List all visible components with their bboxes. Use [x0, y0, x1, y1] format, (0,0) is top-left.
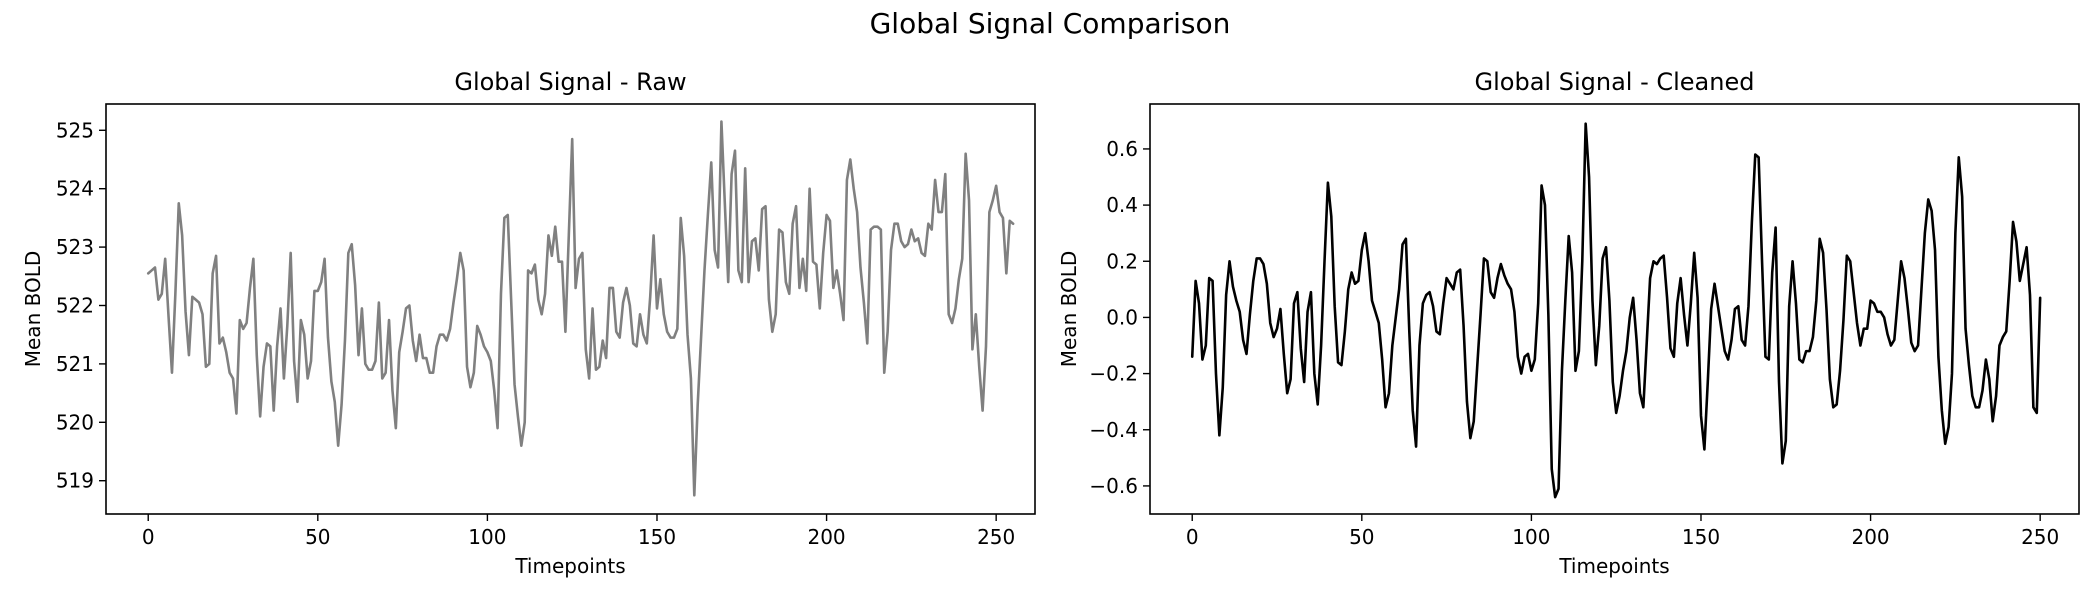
y-tick-label: 0.6 [1106, 137, 1138, 161]
x-tick-label: 0 [142, 525, 155, 549]
x-tick-label: 150 [638, 525, 676, 549]
series-layer [1190, 122, 2042, 499]
chart-cleaned: Global Signal - Cleaned Timepoints Mean … [1057, 68, 2080, 578]
x-tick-label: 100 [468, 525, 506, 549]
y-tick-label: 0.4 [1106, 193, 1138, 217]
chart-raw: Global Signal - Raw Timepoints Mean BOLD… [21, 68, 1036, 578]
x-tick-label: 200 [807, 525, 845, 549]
y-tick-label: 523 [56, 235, 94, 259]
x-tick-label: 250 [2021, 525, 2059, 549]
x-tick-label: 150 [1682, 525, 1720, 549]
figure-title: Global Signal Comparison [870, 7, 1231, 40]
y-tick-label: 520 [56, 410, 94, 434]
x-tick-label: 200 [1851, 525, 1889, 549]
y-tick-label: 0.2 [1106, 249, 1138, 273]
plot-area-frame [105, 103, 1036, 515]
x-tick-label: 100 [1512, 525, 1550, 549]
y-tick-label: 519 [56, 469, 94, 493]
x-tick-label: 50 [305, 525, 330, 549]
series-line [146, 120, 1015, 497]
tick-layer: 0 50 100 150 200 250 −0.6 −0.4 −0.2 0.0 0.2 0.4 0.6 [1089, 137, 2059, 549]
y-tick-label: 521 [56, 352, 94, 376]
chart-title: Global Signal - Raw [454, 68, 686, 96]
x-tick-label: 0 [1186, 525, 1199, 549]
y-tick-label: −0.2 [1089, 362, 1138, 386]
y-tick-label: 524 [56, 177, 94, 201]
y-tick-label: −0.4 [1089, 418, 1138, 442]
series-line [1190, 122, 2042, 499]
y-tick-label: 0.0 [1106, 305, 1138, 329]
chart-title: Global Signal - Cleaned [1475, 68, 1755, 96]
y-tick-label: 522 [56, 293, 94, 317]
y-tick-label: 525 [56, 118, 94, 142]
plot-area-frame [1149, 103, 2080, 515]
x-axis-label: Timepoints [1558, 554, 1669, 578]
y-axis-label: Mean BOLD [1057, 251, 1081, 368]
x-axis-label: Timepoints [514, 554, 625, 578]
x-tick-label: 50 [1349, 525, 1374, 549]
y-axis-label: Mean BOLD [21, 251, 45, 368]
y-tick-label: −0.6 [1089, 474, 1138, 498]
series-layer [146, 120, 1015, 497]
x-tick-label: 250 [977, 525, 1015, 549]
tick-layer: 0 50 100 150 200 250 519 520 521 522 523 524 525 [56, 118, 1015, 549]
